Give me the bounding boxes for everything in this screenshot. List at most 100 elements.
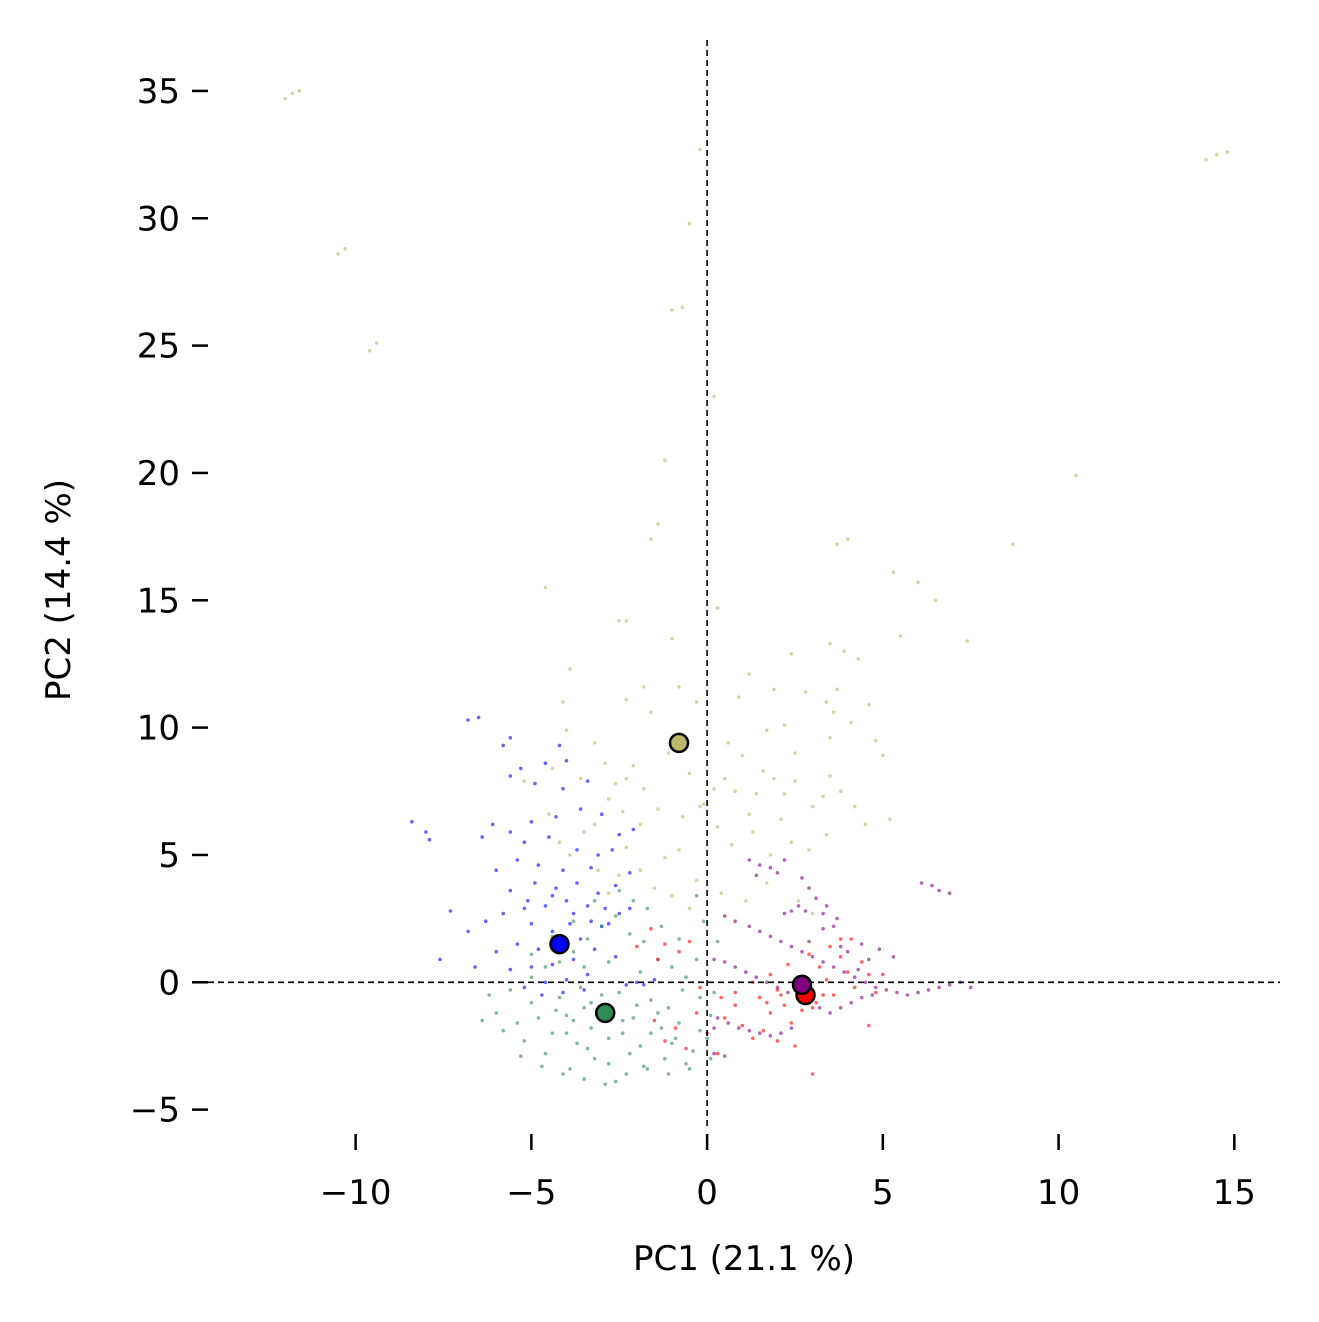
data-point — [726, 1021, 730, 1025]
centroid-marker — [668, 732, 690, 754]
data-point — [694, 957, 699, 962]
data-point — [677, 685, 681, 689]
data-point — [617, 873, 621, 878]
data-point — [708, 1056, 713, 1061]
data-point — [501, 911, 506, 916]
data-point — [592, 947, 597, 951]
data-point — [617, 832, 621, 837]
data-point — [547, 835, 551, 839]
data-point — [494, 1011, 499, 1015]
data-point — [768, 865, 773, 870]
data-point — [852, 975, 857, 979]
data-point — [666, 1006, 671, 1010]
data-point — [800, 1008, 804, 1013]
data-point — [554, 886, 558, 890]
data-point — [821, 927, 825, 931]
data-point — [874, 738, 878, 743]
data-point — [789, 909, 794, 913]
data-point — [592, 1056, 597, 1061]
data-point — [947, 983, 952, 987]
data-point — [867, 702, 871, 707]
centroid-layer — [549, 732, 816, 1024]
data-point — [722, 914, 727, 918]
data-point — [874, 990, 878, 995]
data-point — [582, 988, 586, 992]
data-point — [613, 955, 618, 959]
data-point — [736, 1026, 741, 1030]
x-tick-label: 5 — [872, 1173, 894, 1213]
data-point — [645, 906, 650, 911]
data-point — [543, 761, 548, 766]
data-point — [856, 967, 860, 972]
data-point — [582, 830, 586, 834]
data-point — [533, 781, 537, 786]
data-point — [691, 1049, 695, 1053]
data-point — [666, 751, 671, 755]
data-point — [487, 993, 492, 997]
data-point — [701, 919, 706, 923]
data-point — [578, 985, 583, 990]
data-point — [631, 827, 636, 832]
data-point — [687, 771, 692, 776]
data-point — [522, 840, 527, 844]
data-point — [765, 881, 769, 885]
data-point — [701, 802, 706, 806]
data-point — [712, 1051, 716, 1056]
data-point — [824, 977, 829, 982]
data-point — [761, 769, 766, 773]
data-point — [494, 949, 499, 954]
data-point — [656, 522, 660, 526]
data-point — [645, 1067, 650, 1071]
data-point — [677, 848, 681, 852]
data-point — [895, 990, 899, 995]
data-point — [642, 983, 646, 987]
data-point — [694, 700, 699, 704]
data-point — [589, 1026, 593, 1030]
data-point — [522, 906, 527, 911]
data-point — [849, 937, 853, 941]
data-point — [543, 965, 548, 969]
data-point — [490, 822, 495, 827]
data-point — [343, 247, 347, 251]
data-point — [687, 1067, 692, 1071]
data-point — [684, 1062, 688, 1066]
y-tick-label: 0 — [158, 963, 180, 1003]
data-point — [779, 817, 783, 822]
data-point — [473, 965, 477, 969]
data-point — [550, 766, 555, 771]
data-point — [620, 1018, 625, 1023]
data-point — [733, 919, 737, 923]
data-point — [571, 957, 576, 962]
data-point — [715, 1051, 720, 1056]
data-point — [628, 871, 632, 875]
data-point — [736, 695, 741, 699]
data-point — [617, 990, 621, 995]
data-point — [663, 1056, 667, 1061]
data-point — [754, 792, 759, 796]
data-point — [768, 972, 773, 977]
data-point — [712, 394, 716, 399]
data-point — [800, 949, 804, 954]
data-point — [775, 988, 780, 992]
data-point — [596, 853, 600, 857]
data-point — [585, 937, 590, 941]
data-point — [564, 1013, 569, 1018]
data-point — [575, 848, 579, 852]
data-point — [575, 881, 579, 885]
data-point — [297, 89, 302, 93]
data-point — [603, 906, 607, 911]
data-point — [557, 743, 562, 748]
data-point — [821, 911, 825, 916]
data-point — [536, 947, 541, 951]
x-tick-label: −5 — [506, 1173, 556, 1213]
data-point — [831, 965, 836, 969]
data-point — [859, 942, 864, 946]
data-point — [642, 786, 646, 791]
data-point — [828, 641, 832, 646]
data-point — [733, 990, 737, 995]
data-point — [673, 1026, 678, 1030]
data-point — [828, 944, 832, 949]
data-point — [624, 776, 629, 781]
data-point — [596, 891, 600, 895]
data-point — [663, 1039, 667, 1043]
